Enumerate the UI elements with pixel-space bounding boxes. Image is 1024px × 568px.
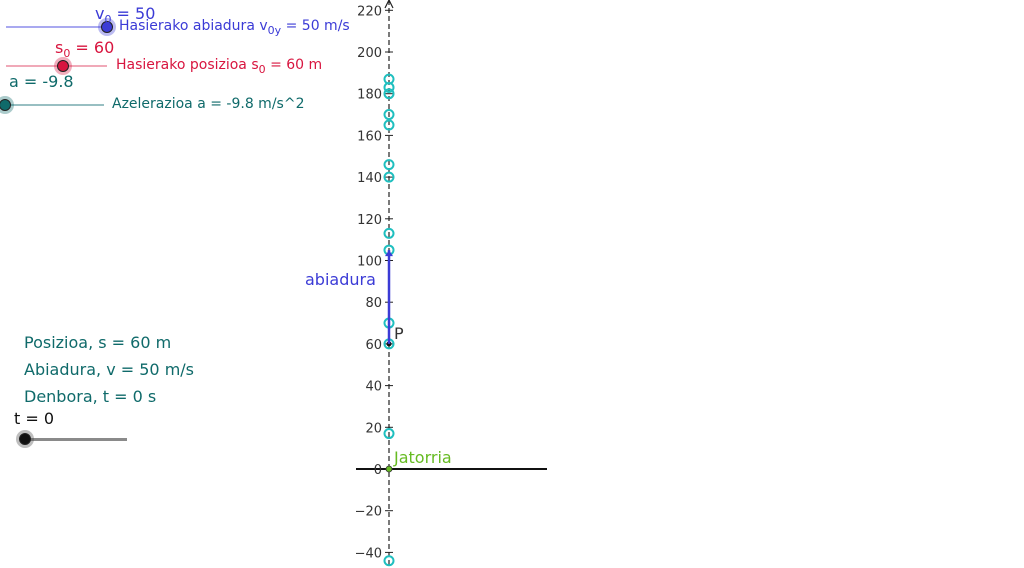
v0-slider-name: v0 = 50 xyxy=(95,4,156,27)
s0-slider-caption: Hasierako posizioa s0 = 60 m xyxy=(116,57,323,76)
y-tick-label: 40 xyxy=(365,380,382,395)
trace-point xyxy=(383,555,395,567)
y-tick-label: 200 xyxy=(357,46,382,61)
trace-point xyxy=(383,119,395,131)
y-tick-label: 80 xyxy=(365,296,382,311)
time-readout: Denbora, t = 0 s xyxy=(24,387,157,406)
origin-point[interactable] xyxy=(385,465,393,473)
y-tick-label: −20 xyxy=(355,505,382,520)
point-p-label: P xyxy=(394,324,404,343)
a-slider-caption: Azelerazioa a = -9.8 m/s^2 xyxy=(112,96,305,112)
t-slider-track[interactable] xyxy=(25,438,127,441)
trace-point xyxy=(383,88,395,100)
y-tick-label: 60 xyxy=(365,338,382,353)
t-slider-knob[interactable] xyxy=(19,433,31,445)
y-tick-label: 160 xyxy=(357,129,382,144)
y-tick-label: 140 xyxy=(357,171,382,186)
v0-slider-track[interactable] xyxy=(6,26,107,28)
velocity-label: abiadura xyxy=(305,270,376,289)
y-axis-arrow xyxy=(384,0,394,9)
y-tick-label: 180 xyxy=(357,88,382,103)
trace-point xyxy=(383,428,395,440)
velocity-vector-head xyxy=(385,250,393,257)
a-slider-name: a = -9.8 xyxy=(9,72,74,91)
trace-point xyxy=(383,109,395,121)
a-slider-track[interactable] xyxy=(6,104,104,106)
trace-point xyxy=(383,171,395,183)
velocity-vector xyxy=(385,250,393,344)
y-tick-label: 120 xyxy=(357,213,382,228)
trace-point xyxy=(383,159,395,171)
t-slider-name: t = 0 xyxy=(14,409,55,428)
v0-slider-knob[interactable] xyxy=(101,21,113,33)
y-tick-label: 100 xyxy=(357,255,382,270)
s0-slider-name: s0 = 60 xyxy=(55,38,115,61)
s0-slider-knob[interactable] xyxy=(57,60,69,72)
trace-point xyxy=(383,73,395,85)
origin-label: Jatorria xyxy=(394,448,452,467)
position-readout: Posizioa, s = 60 m xyxy=(24,333,172,352)
y-tick-label: 0 xyxy=(374,463,382,478)
y-tick-label: −40 xyxy=(355,546,382,561)
y-tick-label: 220 xyxy=(357,4,382,19)
s0-slider-track[interactable] xyxy=(6,65,107,67)
trace-point xyxy=(383,227,395,239)
velocity-readout: Abiadura, v = 50 m/s xyxy=(24,360,195,379)
a-slider-knob[interactable] xyxy=(0,99,11,111)
v0-slider-caption: Hasierako abiadura v0y = 50 m/s xyxy=(119,18,350,37)
y-tick-label: 20 xyxy=(365,421,382,436)
